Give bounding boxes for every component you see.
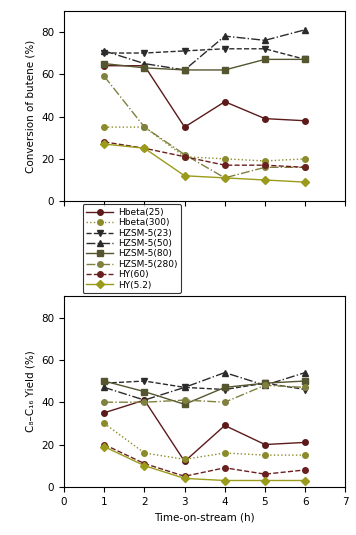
X-axis label: Time-on-stream (h): Time-on-stream (h) [155, 512, 255, 522]
Y-axis label: C₈–C₁₆ Yield (%): C₈–C₁₆ Yield (%) [26, 351, 36, 432]
Y-axis label: Conversion of butene (%): Conversion of butene (%) [26, 39, 36, 173]
Legend: Hbeta(25), Hbeta(300), HZSM-5(23), HZSM-5(50), HZSM-5(80), HZSM-5(280), HY(60), : Hbeta(25), Hbeta(300), HZSM-5(23), HZSM-… [83, 204, 181, 293]
